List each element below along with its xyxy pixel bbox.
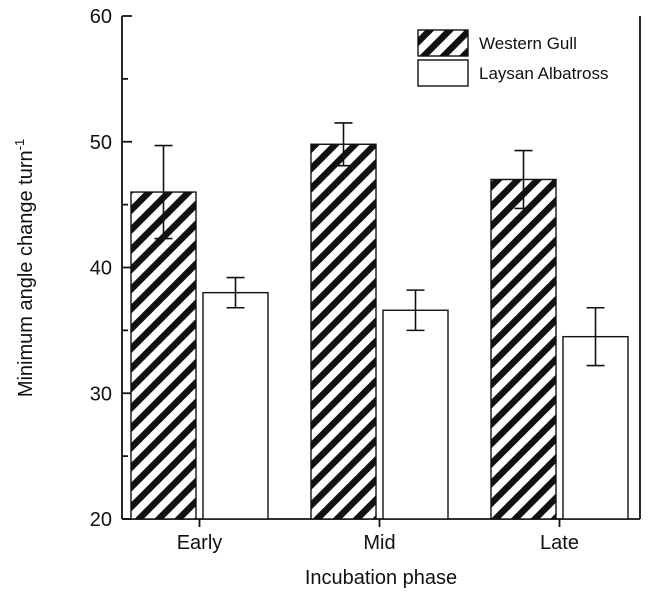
error-bar-laysan-albatross-mid [406, 289, 425, 332]
x-tick-label-early: Early [177, 532, 223, 554]
bar-laysan-albatross-mid [382, 309, 449, 520]
y-tick-label-50: 50 [90, 132, 112, 154]
x-ticks: Early Mid Late [177, 519, 579, 554]
error-bar-laysan-albatross-late [586, 306, 605, 367]
error-bar-laysan-albatross-early [226, 276, 245, 309]
y-axis-title-superscript: -1 [12, 139, 27, 151]
bar-laysan-albatross-late [562, 335, 629, 520]
y-tick-label-40: 40 [90, 258, 112, 280]
error-bar-western-gull-early [154, 144, 173, 240]
y-tick-label-20: 20 [90, 509, 112, 531]
x-tick-label-late: Late [540, 532, 579, 554]
y-axis-title: Minimum angle change turn-1 [12, 139, 37, 397]
x-axis-title: Incubation phase [305, 567, 457, 589]
bar-western-gull-early [130, 191, 197, 520]
error-bars [154, 122, 605, 367]
bar-western-gull-mid [310, 143, 377, 520]
error-bar-western-gull-mid [334, 122, 353, 167]
axes [121, 16, 641, 520]
legend-swatch-laysan-albatross [417, 59, 469, 87]
legend-label-western-gull: Western Gull [479, 34, 577, 53]
legend-swatch-western-gull [417, 29, 469, 57]
bar-laysan-albatross-early [202, 291, 269, 520]
y-axis-title-main: Minimum angle change turn [15, 150, 37, 397]
y-tick-label-30: 30 [90, 383, 112, 405]
y-ticks: 20 30 40 50 60 [90, 6, 132, 531]
error-bar-western-gull-late [514, 149, 533, 210]
x-tick-label-mid: Mid [363, 532, 395, 554]
legend-label-laysan-albatross: Laysan Albatross [479, 64, 608, 83]
y-tick-label-60: 60 [90, 6, 112, 28]
legend: Western Gull Laysan Albatross [417, 29, 608, 87]
bars [130, 143, 629, 520]
bar-western-gull-late [490, 178, 557, 520]
